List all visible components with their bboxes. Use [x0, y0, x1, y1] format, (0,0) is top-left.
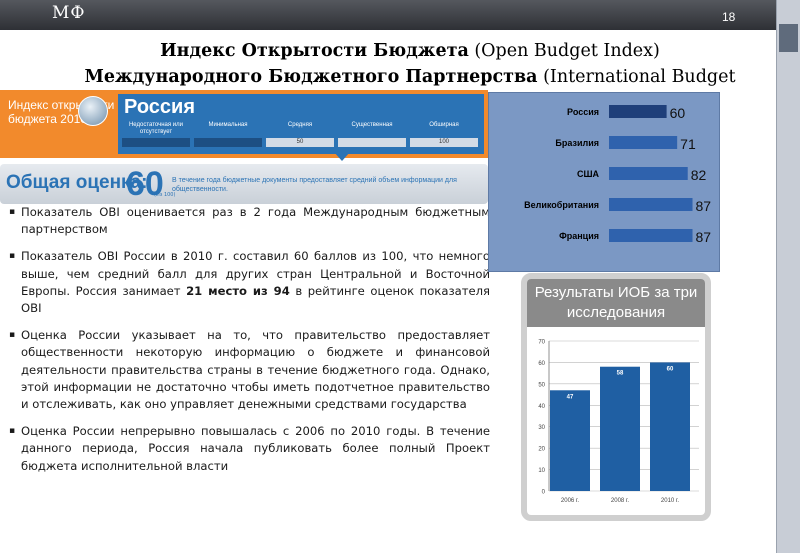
overall-label: Общая оценка:: [6, 172, 148, 193]
scale-bar: 100: [410, 138, 478, 147]
comparison-category-label: США: [577, 169, 600, 179]
bullet-text: Показатель OBI России в 2010 г. составил…: [21, 249, 490, 298]
y-tick-label: 60: [538, 361, 545, 367]
bullet-item: Показатель OBI оценивается раз в 2 года …: [8, 204, 490, 238]
y-tick-label: 20: [538, 447, 545, 453]
scale-segment: Средняя 50: [266, 122, 334, 147]
x-tick-label: 2006 г.: [561, 498, 579, 504]
y-tick-label: 40: [538, 404, 545, 410]
bullet-item: Показатель OBI России в 2010 г. составил…: [8, 248, 490, 317]
results-bar: [650, 362, 690, 491]
comparison-category-label: Бразилия: [555, 138, 599, 148]
bullet-item: Оценка России указывает на то, что прави…: [8, 327, 490, 413]
results-value-label: 58: [617, 371, 624, 377]
scale-segment: Обширная 100: [410, 122, 478, 147]
comparison-value-label: 87: [696, 229, 712, 245]
scale-label: Существенная: [351, 122, 393, 128]
globe-icon: [78, 96, 108, 126]
results-chart-title: Результаты ИОБ за три исследования: [527, 279, 705, 327]
overall-description: В течение года бюджетные документы предо…: [172, 177, 457, 193]
results-svg: 0 10 20 30 40 50 60 70 47 2006 г. 58 2008 г. 60 2010 …: [538, 340, 699, 504]
scale-bar: [338, 138, 406, 147]
obi-banner: Индекс открытости бюджета 2010 г. Россия…: [0, 90, 488, 158]
comparison-category-label: Великобритания: [524, 200, 599, 210]
scale-segment: Недостаточная или отсутствует: [122, 122, 190, 147]
comparison-bar: [609, 229, 693, 242]
obi-results-chart: Результаты ИОБ за три исследования 0 10 20…: [521, 273, 711, 521]
comparison-bar: [609, 105, 667, 118]
bullet-text: Оценка России указывает на то, что прави…: [21, 328, 490, 412]
overall-score: Общая оценка: 60 (Из 100) В течение года…: [0, 164, 488, 204]
bullet-bold: 21 место из 94: [186, 283, 290, 298]
y-tick-label: 50: [538, 382, 545, 388]
results-value-label: 60: [667, 366, 674, 372]
comparison-bar: [609, 136, 678, 149]
overall-score-value: 60: [126, 165, 164, 203]
logo: МФ: [52, 3, 86, 23]
comparison-bar: [609, 198, 693, 211]
overall-out-of: (Из 100): [154, 192, 176, 198]
comparison-value-label: 60: [670, 105, 686, 121]
title-line1-bold: Индекс Открытости Бюджета: [160, 41, 469, 61]
scale-bar: [194, 138, 262, 147]
bullet-list: Показатель OBI оценивается раз в 2 года …: [8, 204, 490, 485]
x-tick-label: 2008 г.: [611, 498, 629, 504]
comparison-value-label: 82: [691, 167, 707, 183]
y-tick-label: 70: [538, 340, 545, 346]
comparison-category-label: Франция: [559, 231, 599, 241]
scale-label: Недостаточная или отсутствует: [128, 122, 184, 135]
scale-label: Обширная: [429, 122, 459, 128]
score-pointer-icon: [334, 152, 350, 161]
scale-bar: 50: [266, 138, 334, 147]
comparison-svg: Россия 60 Бразилия 71 США 82 Великобритания 87 Ф…: [524, 105, 712, 245]
results-bar: [550, 390, 590, 491]
title-line2-normal: (International Budget Partnership): [543, 67, 736, 87]
scale-label: Средняя: [287, 122, 313, 128]
bullet-text: Оценка России непрерывно повышалась с 20…: [21, 424, 490, 473]
scale-bar: [122, 138, 190, 147]
scale-segment: Минимальная: [194, 122, 262, 147]
y-tick-label: 0: [542, 490, 546, 496]
country-panel: Россия Недостаточная или отсутствует Мин…: [118, 94, 484, 154]
title-line1-normal: (Open Budget Index): [468, 41, 660, 61]
comparison-category-label: Россия: [567, 107, 599, 117]
top-bar: МФ 18: [0, 0, 800, 30]
slide-number: 18: [722, 10, 736, 24]
title-line2-bold: Международного Бюджетного Партнерства: [84, 67, 538, 87]
side-strip-block: [779, 24, 798, 52]
comparison-value-label: 87: [696, 198, 712, 214]
y-tick-label: 10: [538, 468, 545, 474]
country-name: Россия: [124, 96, 196, 118]
slide-title: Индекс Открытости Бюджета (Open Budget I…: [60, 38, 760, 90]
scale-segment: Существенная: [338, 122, 406, 147]
comparison-bar: [609, 167, 688, 180]
results-bar: [600, 366, 640, 491]
results-value-label: 47: [567, 394, 574, 400]
side-strip: [776, 0, 800, 553]
country-comparison-chart: Россия 60 Бразилия 71 США 82 Великобритания 87 Ф…: [488, 92, 720, 272]
scale-label: Минимальная: [208, 122, 248, 128]
comparison-value-label: 71: [680, 136, 696, 152]
bullet-tail: в рейтинге оценок показателя OBI: [21, 283, 490, 316]
x-tick-label: 2010 г.: [661, 498, 679, 504]
bullet-text: Показатель OBI оценивается раз в 2 года …: [21, 205, 490, 237]
bullet-item: Оценка России непрерывно повышалась с 20…: [8, 423, 490, 475]
y-tick-label: 30: [538, 425, 545, 431]
